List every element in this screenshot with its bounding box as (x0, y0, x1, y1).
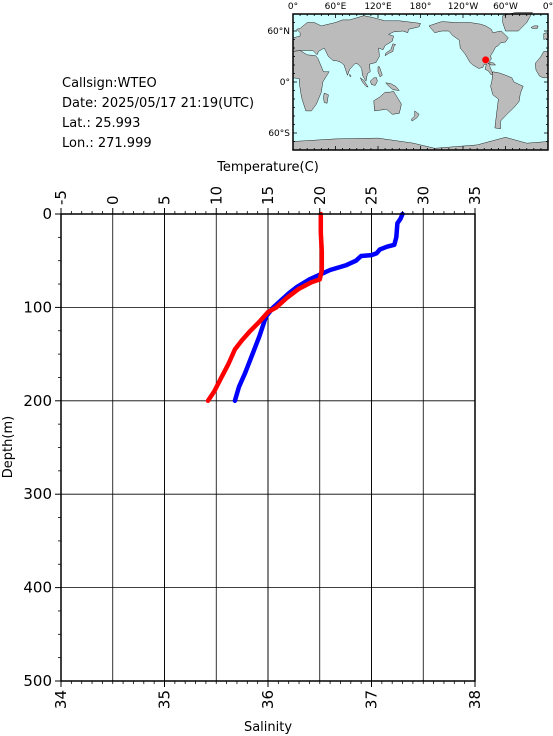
continent-west-africa (535, 51, 549, 79)
map-longitude-labels: 0° 60°E 120°E 180° 120°W 60°W 0° (288, 2, 553, 12)
continent-australia (373, 91, 402, 115)
salinity-tick-label: 35 (156, 690, 174, 709)
island-sumatra (360, 77, 369, 88)
depth-tick-labels: 0 100 200 300 400 500 (23, 205, 52, 690)
station-info: Callsign:WTEO Date: 2025/05/17 21:19(UTC… (62, 76, 254, 151)
chart-ticks (55, 208, 476, 687)
temperature-profile-line (205, 211, 325, 404)
island-japan (384, 43, 397, 57)
longitude-text: Lon.: 271.999 (62, 136, 152, 151)
chart-series (205, 211, 405, 404)
depth-tick-label: 0 (42, 205, 52, 223)
temperature-tick-label: -5 (52, 190, 70, 205)
continent-eurasia (292, 15, 421, 82)
salinity-profile-line (232, 211, 405, 404)
island-iceland (530, 25, 539, 29)
salinity-tick-label: 36 (259, 690, 277, 709)
island-new-guinea (385, 82, 400, 91)
map-latitude-label: 0° (280, 78, 290, 88)
depth-tick-label: 100 (23, 298, 52, 316)
island-philippines (377, 66, 383, 78)
salinity-tick-label: 37 (363, 690, 381, 709)
date-text: Date: 2025/05/17 21:19(UTC) (62, 96, 254, 111)
profile-chart: -5 0 5 10 15 20 25 30 35 34 35 36 37 38 010020030040… (1, 160, 484, 735)
temperature-tick-label: 35 (466, 186, 484, 205)
map-latitude-label: 60°N (267, 27, 290, 37)
depth-axis-title: Depth(m) (1, 416, 16, 478)
continent-greenland (502, 12, 533, 32)
salinity-tick-label: 34 (52, 690, 70, 709)
map-longitude-label: 120°W (448, 2, 479, 12)
temperature-tick-label: 30 (414, 186, 432, 205)
temperature-tick-label: 0 (104, 195, 122, 205)
island-cuba (486, 62, 497, 66)
temperature-tick-labels: -5 0 5 10 15 20 25 30 35 (52, 186, 484, 205)
map-longitude-label: 0° (288, 2, 298, 12)
chart-grid (60, 213, 476, 682)
temperature-tick-label: 20 (311, 186, 329, 205)
temperature-axis-title: Temperature(C) (216, 160, 319, 175)
world-map: 0° 60°E 120°E 180° 120°W 60°W 0° 60°N 0° 60°S (267, 2, 553, 151)
salinity-tick-labels: 34 35 36 37 38 (52, 690, 484, 709)
island-borneo (369, 77, 378, 86)
island-new-zealand (411, 110, 420, 122)
depth-tick-label: 200 (23, 392, 52, 410)
station-marker (482, 56, 490, 64)
callsign-text: Callsign:WTEO (62, 76, 157, 91)
temperature-tick-label: 25 (363, 186, 381, 205)
salinity-tick-label: 38 (466, 690, 484, 709)
map-longitude-label: 60°W (493, 2, 518, 12)
temperature-tick-label: 10 (207, 186, 225, 205)
island-sri-lanka (349, 73, 352, 78)
map-longitude-label: 120°E (364, 2, 392, 12)
depth-tick-label: 400 (23, 579, 52, 597)
salinity-axis-title: Salinity (244, 720, 292, 735)
map-ticks (292, 13, 549, 151)
temperature-tick-label: 15 (259, 186, 277, 205)
depth-tick-label: 500 (23, 672, 52, 690)
temperature-tick-label: 5 (156, 195, 174, 205)
latitude-text: Lat.: 25.993 (62, 116, 140, 131)
map-longitude-label: 60°E (325, 2, 347, 12)
map-longitude-label: 180° (410, 2, 432, 12)
map-longitude-label: 0° (543, 2, 553, 12)
map-latitude-labels: 60°N 0° 60°S (267, 27, 290, 139)
continent-africa (292, 50, 330, 112)
island-madagascar (323, 92, 329, 104)
depth-tick-label: 300 (23, 485, 52, 503)
map-latitude-label: 60°S (268, 129, 290, 139)
continent-south-america (490, 71, 524, 130)
